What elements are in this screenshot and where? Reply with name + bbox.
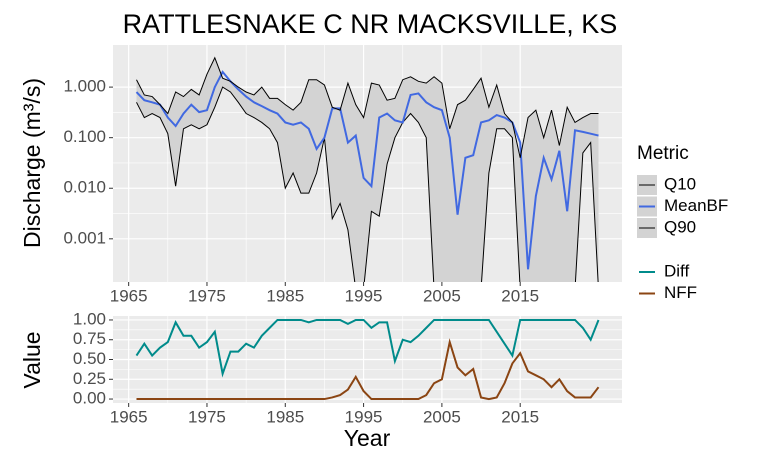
line <box>136 86 599 282</box>
x-tick-label: 1975 <box>188 407 226 426</box>
x-tick-label: 1985 <box>266 286 304 305</box>
line <box>136 56 599 158</box>
chart-title: RATTLESNAKE C NR MACKSVILLE, KS <box>123 9 618 39</box>
plot-layer <box>135 56 599 282</box>
y-tick-label: 0.001 <box>63 228 106 247</box>
x-tick-label: 1965 <box>110 407 148 426</box>
line <box>135 70 599 270</box>
x-tick-label: 2015 <box>501 407 539 426</box>
x-tick-label: 1995 <box>345 407 383 426</box>
x-tick-label: 1975 <box>188 286 226 305</box>
legend-label: Q10 <box>664 174 696 193</box>
x-axis-title: Year <box>344 425 391 451</box>
x-tick-label: 2015 <box>501 286 539 305</box>
legend-label: MeanBF <box>664 196 728 215</box>
y-tick-label: 0.010 <box>63 178 106 197</box>
y-axis-title: Value <box>19 331 45 388</box>
y-tick-label: 1.00 <box>73 309 106 328</box>
line <box>136 338 600 401</box>
line <box>135 318 600 378</box>
legend-label: Q90 <box>664 217 696 236</box>
ribbon <box>136 57 599 282</box>
y-tick-label: 0.75 <box>73 329 106 348</box>
y-axis-title: Discharge (m³/s) <box>19 78 45 248</box>
legend-label: Diff <box>664 261 689 280</box>
x-tick-label: 2005 <box>423 286 461 305</box>
y-tick-label: 0.25 <box>73 369 106 388</box>
y-tick-label: 0.100 <box>63 127 106 146</box>
x-tick-label: 1995 <box>345 286 383 305</box>
x-tick-label: 2005 <box>423 407 461 426</box>
plot-layer <box>135 318 600 401</box>
y-tick-label: 1.000 <box>63 77 106 96</box>
x-tick-label: 1965 <box>110 286 148 305</box>
legend-label: NFF <box>664 283 697 302</box>
y-tick-label: 0.50 <box>73 349 106 368</box>
y-tick-label: 0.00 <box>73 389 106 408</box>
x-tick-label: 1985 <box>266 407 304 426</box>
legend-title: Metric <box>637 143 689 164</box>
